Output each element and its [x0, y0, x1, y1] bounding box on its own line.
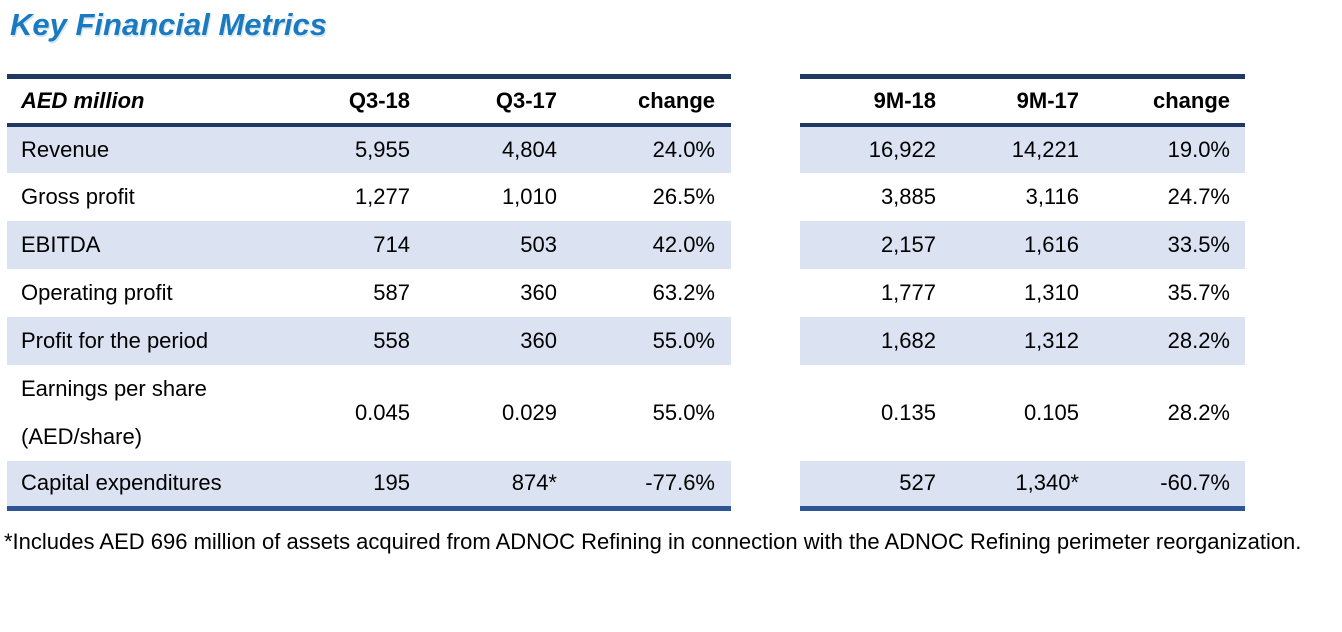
col-header-change-quarter: change	[637, 87, 715, 113]
value-cell: 1,310	[1023, 279, 1079, 305]
table-row-gross-profit: 3,885 3,116 24.7%	[800, 173, 1245, 221]
nine-month-table: 9M-18 9M-17 change 16,922 14,221 19.0% 3…	[800, 74, 1245, 511]
value-cell: 24.0%	[652, 136, 715, 162]
quarterly-table: AED million Q3-18 Q3-17 change Revenue 5…	[7, 74, 731, 511]
table-row-gross-profit: Gross profit 1,277 1,010 26.5%	[7, 173, 731, 221]
table-header-row: AED million Q3-18 Q3-17 change	[7, 76, 731, 125]
value-cell: 28.2%	[1167, 399, 1230, 425]
metric-label: Operating profit	[21, 279, 173, 305]
col-header-9m-17: 9M-17	[1016, 87, 1079, 113]
value-cell: 19.0%	[1167, 136, 1230, 162]
value-cell: 42.0%	[652, 231, 715, 257]
value-cell: 63.2%	[652, 279, 715, 305]
col-header-q3-18: Q3-18	[348, 87, 410, 113]
table-row-capex: 527 1,340* -60.7%	[800, 460, 1245, 509]
value-cell: 24.7%	[1167, 183, 1230, 209]
value-cell: 2,157	[880, 231, 936, 257]
value-cell: 0.135	[880, 399, 936, 425]
table-row-revenue: Revenue 5,955 4,804 24.0%	[7, 124, 731, 173]
table-row-operating-profit: Operating profit 587 360 63.2%	[7, 269, 731, 317]
metric-label: Profit for the period	[21, 327, 209, 353]
value-cell: 4,804	[501, 136, 557, 162]
value-cell: 14,221	[1011, 136, 1079, 162]
value-cell: 5,955	[354, 136, 410, 162]
value-cell: 35.7%	[1167, 279, 1230, 305]
value-cell: 1,010	[501, 183, 557, 209]
value-cell: 714	[373, 231, 410, 257]
table-row-ebitda: 2,157 1,616 33.5%	[800, 220, 1245, 269]
footnote: *Includes AED 696 million of assets acqu…	[4, 529, 1302, 554]
value-cell: 0.045	[354, 399, 410, 425]
value-cell: 55.0%	[652, 399, 715, 425]
table-row-revenue: 16,922 14,221 19.0%	[800, 124, 1245, 173]
value-cell: 1,277	[354, 183, 410, 209]
value-cell: 587	[373, 279, 410, 305]
value-cell: 28.2%	[1167, 327, 1230, 353]
col-header-change-nine-month: change	[1152, 87, 1230, 113]
metric-label: Earnings per share (AED/share)	[7, 365, 290, 461]
value-cell: 1,682	[880, 327, 936, 353]
table-row-profit-period: Profit for the period 558 360 55.0%	[7, 316, 731, 365]
table-row-ebitda: EBITDA 714 503 42.0%	[7, 220, 731, 269]
value-cell: -60.7%	[1160, 470, 1230, 496]
metric-label: Revenue	[21, 136, 110, 162]
metric-label: EBITDA	[21, 231, 101, 257]
value-cell: 16,922	[868, 136, 936, 162]
value-cell: -77.6%	[645, 470, 715, 496]
value-cell: 0.029	[501, 399, 557, 425]
value-cell: 527	[899, 470, 936, 496]
value-cell: 33.5%	[1167, 231, 1230, 257]
table-row-eps: 0.135 0.105 28.2%	[800, 365, 1245, 461]
value-cell: 0.105	[1023, 399, 1079, 425]
value-cell: 1,312	[1023, 327, 1079, 353]
value-cell: 1,616	[1023, 231, 1079, 257]
value-cell: 3,885	[880, 183, 936, 209]
value-cell: 26.5%	[652, 183, 715, 209]
metric-label-line-1: Earnings per share	[21, 375, 207, 401]
value-cell: 558	[373, 327, 410, 353]
value-cell: 195	[373, 470, 410, 496]
table-row-capex: Capital expenditures 195 874* -77.6%	[7, 460, 731, 509]
value-cell: 874*	[511, 470, 557, 496]
value-cell: 360	[520, 327, 557, 353]
value-cell: 360	[520, 279, 557, 305]
value-cell: 1,777	[880, 279, 936, 305]
metric-label: Gross profit	[21, 183, 135, 209]
col-header-q3-17: Q3-17	[495, 87, 557, 113]
table-row-profit-period: 1,682 1,312 28.2%	[800, 316, 1245, 365]
value-cell: 1,340*	[1015, 470, 1079, 496]
page-title: Key Financial Metrics	[10, 7, 328, 42]
table-row-operating-profit: 1,777 1,310 35.7%	[800, 269, 1245, 317]
unit-label-header: AED million	[21, 87, 145, 113]
financial-tables: AED million Q3-18 Q3-17 change Revenue 5…	[7, 74, 1342, 511]
value-cell: 503	[520, 231, 557, 257]
value-cell: 55.0%	[652, 327, 715, 353]
value-cell: 3,116	[1025, 183, 1079, 209]
table-row-eps: Earnings per share (AED/share) 0.045 0.0…	[7, 365, 731, 461]
metric-label-line-2: (AED/share)	[21, 423, 143, 449]
metric-label: Capital expenditures	[21, 470, 222, 496]
col-header-9m-18: 9M-18	[873, 87, 936, 113]
table-header-row: 9M-18 9M-17 change	[800, 76, 1245, 125]
report-page: Key Financial Metrics AED million Q3-18 …	[0, 8, 1342, 632]
